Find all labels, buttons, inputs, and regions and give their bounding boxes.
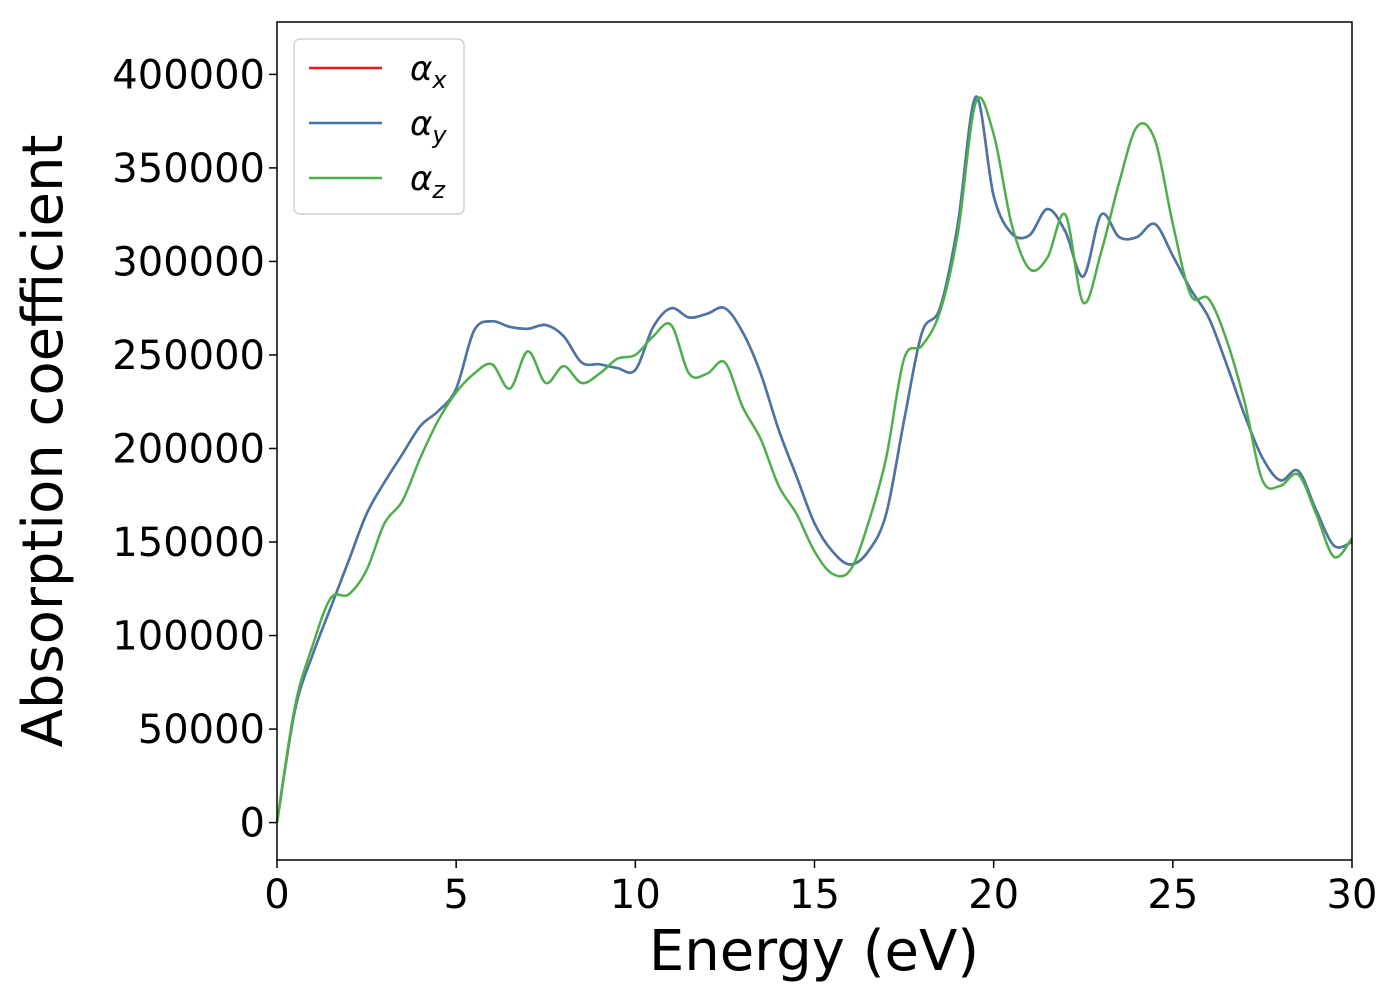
x-tick-label: 15 xyxy=(789,872,840,918)
y-tick-label: 100000 xyxy=(112,614,265,660)
x-tick-label: 0 xyxy=(264,872,289,918)
legend-box xyxy=(293,38,465,215)
y-tick-label: 200000 xyxy=(112,426,265,472)
legend-label-x: αx xyxy=(410,49,447,94)
y-tick-label: 50000 xyxy=(138,707,265,753)
x-tick-label: 10 xyxy=(610,872,661,918)
x-axis-title: Energy (eV) xyxy=(649,919,979,984)
x-tick-label: 30 xyxy=(1327,872,1378,918)
series-line-2 xyxy=(275,95,1353,823)
x-tick-label: 25 xyxy=(1147,872,1198,918)
x-axis-ticks: 0 5 10 15 20 25 30 xyxy=(264,860,1377,918)
y-axis-ticks: 0 50000 100000 150000 200000 250000 300000 3500… xyxy=(112,52,277,847)
y-tick-label: 350000 xyxy=(112,146,265,192)
y-tick-label: 400000 xyxy=(112,52,265,98)
y-tick-label: 0 xyxy=(240,801,265,847)
y-tick-label: 150000 xyxy=(112,520,265,566)
y-tick-label: 250000 xyxy=(112,333,265,379)
x-tick-label: 5 xyxy=(443,872,468,918)
legend-label-y: αy xyxy=(410,104,447,149)
x-tick-label: 20 xyxy=(968,872,1019,918)
series-layer xyxy=(275,95,1353,823)
legend: αx αy αz xyxy=(293,38,465,215)
y-tick-label: 300000 xyxy=(112,239,265,285)
y-axis-title: Absorption coefficient xyxy=(11,135,76,748)
legend-label-z: αz xyxy=(410,159,446,204)
series-line-3 xyxy=(275,96,1353,823)
